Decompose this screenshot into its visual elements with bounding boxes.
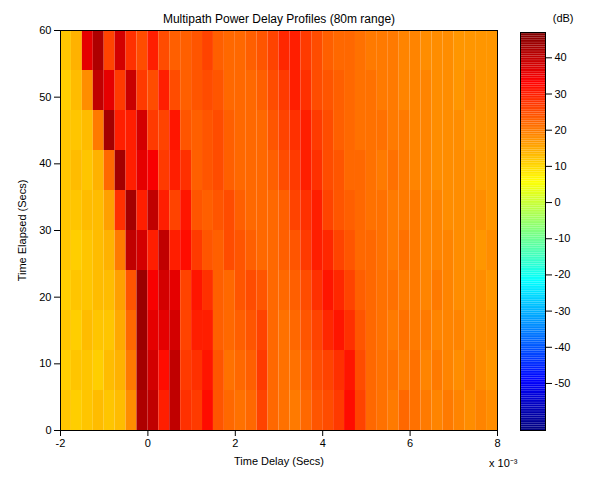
svg-text:-40: -40: [555, 341, 571, 353]
svg-text:0: 0: [45, 424, 51, 436]
svg-text:(dB): (dB): [553, 12, 574, 24]
svg-text:60: 60: [39, 24, 51, 36]
svg-text:-50: -50: [555, 377, 571, 389]
svg-text:30: 30: [555, 88, 567, 100]
svg-text:40: 40: [39, 157, 51, 169]
svg-text:4: 4: [320, 437, 326, 449]
svg-text:x 10⁻³: x 10⁻³: [489, 457, 518, 469]
svg-text:-2: -2: [56, 437, 66, 449]
svg-text:0: 0: [145, 437, 151, 449]
svg-text:-10: -10: [555, 232, 571, 244]
svg-text:0: 0: [555, 196, 561, 208]
svg-text:50: 50: [39, 91, 51, 103]
svg-text:-30: -30: [555, 305, 571, 317]
svg-text:40: 40: [555, 51, 567, 63]
svg-text:10: 10: [39, 357, 51, 369]
svg-text:2: 2: [232, 437, 238, 449]
svg-text:Time Delay (Secs): Time Delay (Secs): [234, 455, 324, 467]
svg-text:Multipath Power Delay Profiles: Multipath Power Delay Profiles (80m rang…: [163, 12, 395, 26]
svg-text:Time Elapsed (Secs): Time Elapsed (Secs): [16, 180, 28, 282]
svg-text:6: 6: [407, 437, 413, 449]
svg-text:20: 20: [39, 291, 51, 303]
svg-text:10: 10: [555, 160, 567, 172]
svg-text:-20: -20: [555, 268, 571, 280]
svg-text:30: 30: [39, 224, 51, 236]
svg-text:8: 8: [494, 437, 500, 449]
svg-text:20: 20: [555, 124, 567, 136]
